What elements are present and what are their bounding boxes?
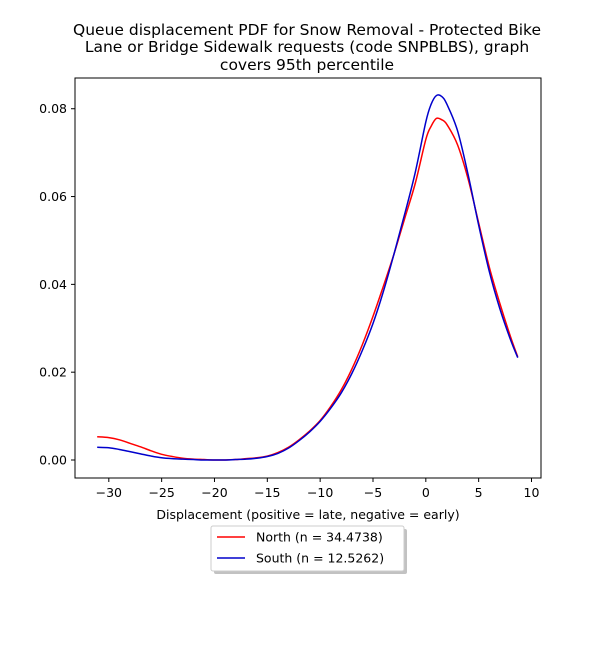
legend-box bbox=[210, 525, 405, 572]
y-tick-label: 0.08 bbox=[39, 101, 67, 116]
series-line-south bbox=[97, 94, 519, 461]
legend-entries: North (n = 34.4738) South (n = 12.5262) bbox=[217, 530, 384, 566]
series-line-north bbox=[97, 117, 519, 461]
plot-area-frame bbox=[74, 77, 542, 479]
x-tick-label: 5 bbox=[475, 485, 483, 500]
x-tick-label: 0 bbox=[422, 485, 430, 500]
x-tick-label: −20 bbox=[201, 485, 227, 500]
x-tick-label: −15 bbox=[254, 485, 280, 500]
legend-label-south: South (n = 12.5262) bbox=[256, 551, 384, 566]
x-tick-label: −30 bbox=[96, 485, 122, 500]
x-tick-label: −10 bbox=[307, 485, 333, 500]
legend: North (n = 34.4738) South (n = 12.5262) bbox=[210, 525, 407, 574]
y-tick-label: 0.04 bbox=[39, 277, 67, 292]
legend-label-north: North (n = 34.4738) bbox=[256, 530, 383, 545]
chart-title-line-3: covers 95th percentile bbox=[220, 56, 394, 74]
chart-title-line-1: Queue displacement PDF for Snow Removal … bbox=[73, 21, 541, 39]
y-tick-label: 0.02 bbox=[39, 365, 67, 380]
x-tick-label: −25 bbox=[148, 485, 174, 500]
x-axis-label: Displacement (positive = late, negative … bbox=[156, 507, 459, 522]
x-tick-label: 10 bbox=[524, 485, 540, 500]
x-axis: −30 −25 −20 −15 −10 −5 0 5 10 bbox=[96, 478, 540, 500]
y-axis: 0.00 0.02 0.04 0.06 0.08 bbox=[39, 101, 75, 467]
series-layer bbox=[97, 94, 519, 461]
chart-title: Queue displacement PDF for Snow Removal … bbox=[73, 21, 541, 74]
y-tick-label: 0.00 bbox=[39, 452, 67, 467]
chart-title-line-2: Lane or Bridge Sidewalk requests (code S… bbox=[85, 38, 529, 56]
y-tick-label: 0.06 bbox=[39, 189, 67, 204]
x-tick-label: −5 bbox=[364, 485, 382, 500]
